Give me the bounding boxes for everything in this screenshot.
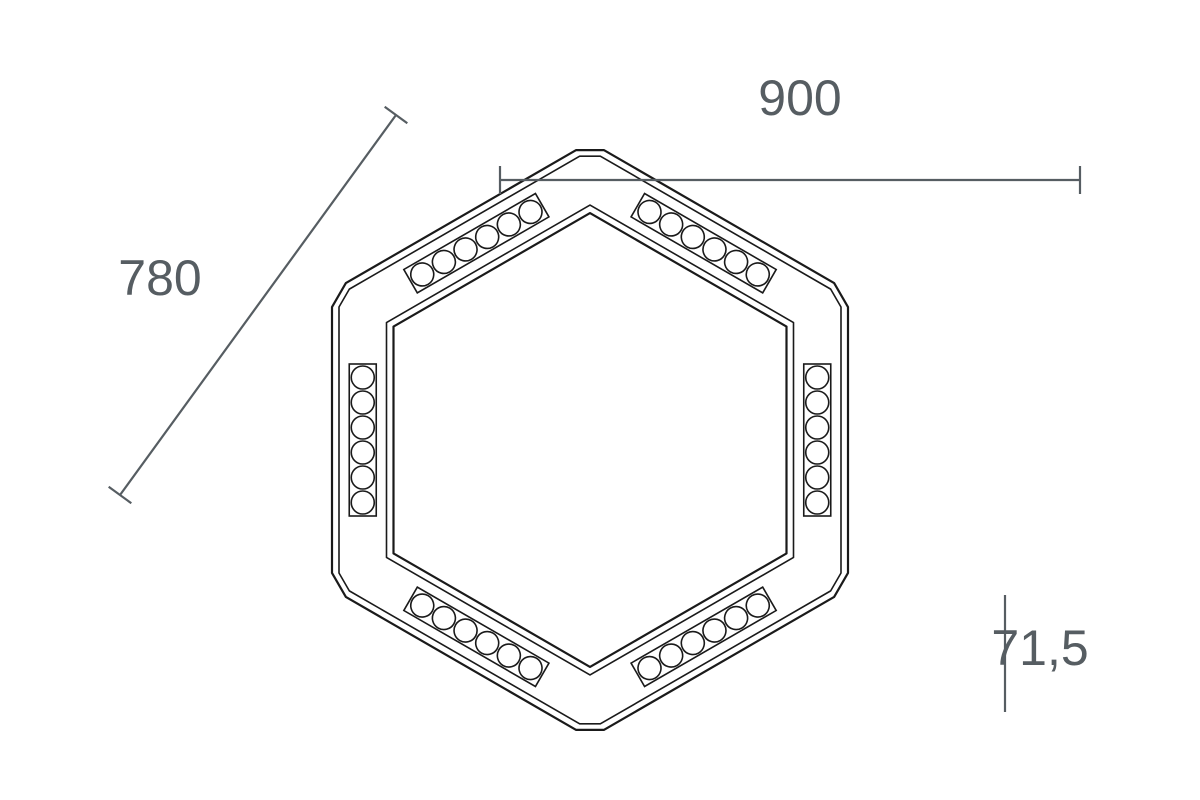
led-module-rect: [349, 364, 376, 516]
hex-frame: [332, 150, 848, 730]
dim-71-5-label: 71,5: [991, 620, 1088, 676]
technical-drawing: 900 780 71,5: [0, 0, 1200, 800]
dim-780-tick: [385, 107, 408, 123]
hex-bevel-outer: [339, 156, 841, 724]
dim-780-tick: [109, 487, 132, 503]
led-module: [804, 364, 831, 516]
dim-900-label: 900: [758, 70, 841, 126]
led-module: [349, 364, 376, 516]
led-module-rect: [804, 364, 831, 516]
dim-71-5: 71,5: [991, 595, 1088, 712]
dim-780-label: 780: [118, 250, 201, 306]
